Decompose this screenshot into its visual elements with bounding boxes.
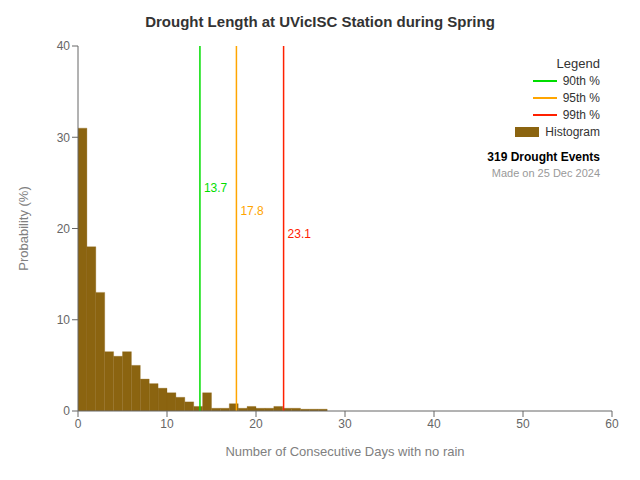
svg-text:40: 40 [427,417,441,431]
svg-text:50: 50 [516,417,530,431]
svg-text:10: 10 [160,417,174,431]
html-text:Legend: Legend [556,56,600,71]
svg-text:23.1: 23.1 [288,227,312,241]
svg-text:20: 20 [57,222,71,236]
svg-text:10: 10 [57,313,71,327]
svg-text:20: 20 [249,417,263,431]
svg-text:17.8: 17.8 [240,204,264,218]
html-text:Histogram: Histogram [545,125,600,139]
html-text:90th %: 90th % [562,74,600,88]
svg-text:0: 0 [63,404,70,418]
svg-text:60: 60 [605,417,619,431]
svg-text:30: 30 [338,417,352,431]
html-text:319 Drought Events: 319 Drought Events [487,150,600,164]
html-text:95th %: 95th % [562,91,600,105]
svg-text:13.7: 13.7 [204,181,228,195]
html-text:Made on 25 Dec 2024: Made on 25 Dec 2024 [491,167,600,179]
html-text:99th %: 99th % [562,108,600,122]
svg-text:0: 0 [75,417,82,431]
svg-text:Probability (%): Probability (%) [16,186,31,271]
svg-text:Number of Consecutive Days wit: Number of Consecutive Days with no rain [225,444,464,459]
svg-text:30: 30 [57,131,71,145]
html-text:Drought Length at UVicISC Stat: Drought Length at UVicISC Station during… [145,13,495,30]
svg-text:40: 40 [57,39,71,53]
